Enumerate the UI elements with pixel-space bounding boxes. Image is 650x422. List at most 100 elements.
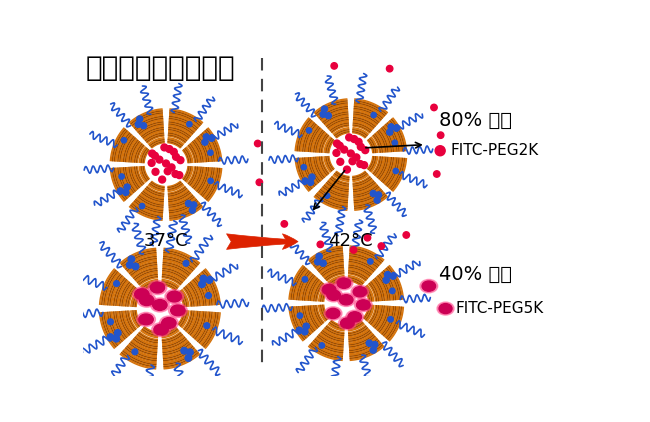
Text: 37°C: 37°C [144,232,188,249]
Circle shape [113,335,120,342]
Ellipse shape [167,291,181,302]
Text: 42°C: 42°C [328,232,373,249]
Circle shape [302,178,308,184]
Circle shape [370,347,376,353]
Ellipse shape [335,276,353,290]
Circle shape [140,203,145,209]
Text: 80% 放出: 80% 放出 [439,111,512,130]
Circle shape [306,128,311,133]
Circle shape [119,174,124,179]
Circle shape [371,112,376,118]
Ellipse shape [348,312,361,322]
Circle shape [156,156,162,163]
Circle shape [123,189,129,195]
Circle shape [317,241,324,248]
Circle shape [281,221,287,227]
Circle shape [183,260,189,266]
Circle shape [187,349,193,356]
Circle shape [393,168,398,173]
Circle shape [209,135,214,141]
Text: FITC-PEG2K: FITC-PEG2K [451,143,540,158]
Circle shape [337,158,344,165]
Circle shape [333,149,340,157]
Ellipse shape [326,308,340,319]
Ellipse shape [325,289,343,302]
Circle shape [189,207,196,213]
Circle shape [161,144,168,151]
Circle shape [366,340,372,346]
Ellipse shape [324,307,342,320]
Ellipse shape [151,322,170,337]
Ellipse shape [137,293,156,307]
Circle shape [368,259,373,264]
Circle shape [168,164,175,171]
Ellipse shape [351,285,369,298]
Ellipse shape [150,282,164,293]
Circle shape [341,146,348,153]
Circle shape [372,341,378,348]
Circle shape [206,277,213,283]
Circle shape [107,334,114,341]
Circle shape [185,355,192,361]
Circle shape [385,271,391,278]
Circle shape [333,140,341,147]
Circle shape [200,275,207,282]
Circle shape [148,160,155,166]
Circle shape [127,262,133,268]
Circle shape [149,150,155,157]
Circle shape [316,253,322,260]
Circle shape [309,174,315,180]
Circle shape [203,134,209,140]
Circle shape [166,146,173,152]
Ellipse shape [148,281,167,295]
Circle shape [303,323,309,330]
Circle shape [437,132,444,138]
Circle shape [114,281,120,287]
Ellipse shape [133,287,151,301]
Circle shape [324,193,330,198]
Ellipse shape [346,310,363,324]
Circle shape [135,121,141,127]
Circle shape [320,111,326,117]
Circle shape [364,235,370,241]
Text: 40% 放出: 40% 放出 [439,265,512,284]
Circle shape [319,343,324,348]
Ellipse shape [162,318,176,328]
Circle shape [376,192,382,198]
Circle shape [297,313,303,318]
Circle shape [331,63,337,69]
Circle shape [392,140,397,146]
Circle shape [159,176,166,183]
Ellipse shape [139,314,153,325]
Circle shape [390,273,396,279]
Circle shape [136,116,143,122]
Ellipse shape [320,283,338,296]
Circle shape [173,154,179,160]
Circle shape [315,259,321,265]
Ellipse shape [165,289,184,303]
Ellipse shape [140,295,154,306]
Circle shape [199,281,205,287]
Circle shape [108,319,113,325]
Circle shape [322,106,328,112]
Circle shape [170,149,177,155]
Circle shape [387,129,393,135]
Circle shape [349,158,356,165]
Ellipse shape [327,290,341,300]
Circle shape [435,146,445,156]
Ellipse shape [354,298,372,311]
Circle shape [301,165,306,170]
Circle shape [176,172,183,179]
Circle shape [387,65,393,72]
Circle shape [204,323,210,329]
Circle shape [355,138,362,145]
Circle shape [208,150,213,155]
Ellipse shape [171,305,185,316]
Circle shape [431,104,437,111]
Circle shape [343,166,350,173]
Circle shape [389,288,395,294]
Ellipse shape [353,287,367,297]
Circle shape [190,202,197,208]
Ellipse shape [422,281,436,291]
Circle shape [118,188,124,194]
